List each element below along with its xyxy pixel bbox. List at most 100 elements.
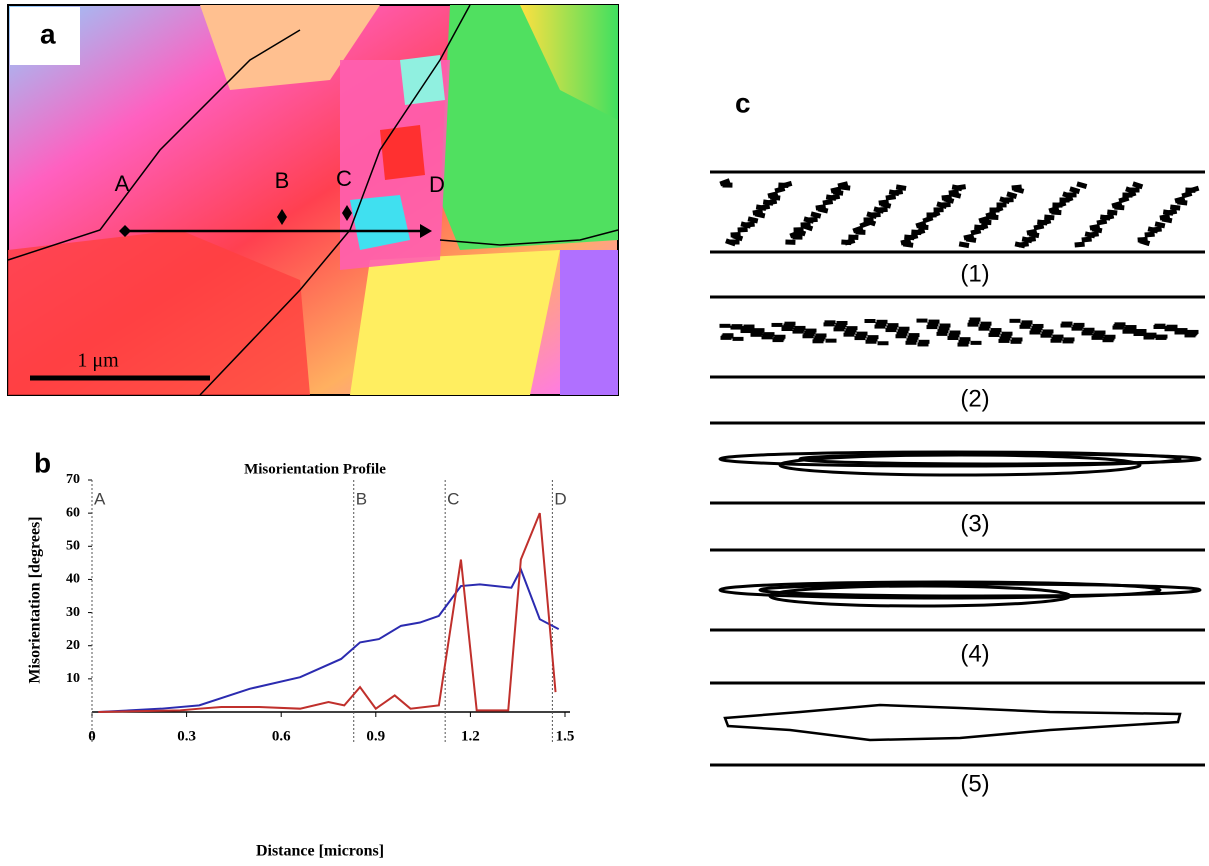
particle [774, 186, 786, 194]
panel-label: b [34, 447, 51, 478]
particle [815, 333, 827, 338]
particle [1151, 226, 1162, 233]
particle [1013, 186, 1025, 194]
particle [774, 334, 786, 339]
particle [870, 212, 881, 218]
particle [908, 333, 920, 338]
particle [781, 180, 793, 189]
particle [916, 318, 928, 323]
particle [887, 323, 899, 328]
point-label: B [275, 168, 290, 193]
x-tick-label: 1.2 [461, 728, 480, 744]
particle [836, 320, 848, 325]
particle [1006, 191, 1018, 199]
particle [829, 193, 841, 201]
particle [970, 228, 982, 236]
particle [970, 340, 982, 345]
particle [1104, 334, 1116, 339]
particle [1032, 323, 1044, 328]
particle [902, 241, 914, 248]
particle [1154, 323, 1166, 328]
particle [1018, 241, 1029, 248]
particle [959, 337, 971, 342]
y-tick-label: 40 [66, 572, 80, 587]
point-label: C [336, 166, 352, 191]
y-tick-label: 60 [66, 505, 80, 520]
particle [743, 324, 755, 329]
x-axis-label: Distance [microns] [256, 843, 384, 860]
particle [1156, 334, 1168, 339]
orientation-map [7, 4, 619, 396]
particle [977, 223, 989, 231]
particle [1033, 223, 1045, 231]
particle [885, 194, 897, 201]
particle [877, 341, 889, 346]
particle [1125, 325, 1137, 330]
particle [958, 241, 970, 249]
particle [1003, 197, 1014, 203]
particle [1009, 318, 1021, 323]
particle [792, 234, 803, 240]
particle [1083, 327, 1095, 332]
particle [817, 206, 829, 214]
particle [763, 332, 775, 337]
particle [1081, 236, 1092, 243]
particle [1088, 231, 1099, 238]
particle [1001, 331, 1013, 336]
particle [795, 228, 807, 237]
particle [731, 324, 743, 329]
particle [950, 191, 962, 199]
particle [805, 328, 817, 333]
particle [1176, 328, 1188, 333]
particle [802, 223, 814, 232]
particle [867, 335, 879, 340]
particle [1042, 329, 1054, 334]
point-label: D [429, 172, 445, 197]
x-tick-label: 0.6 [272, 728, 291, 744]
particle [929, 210, 941, 219]
marker-label: A [94, 489, 106, 508]
panel-label: c [735, 87, 751, 118]
particle [1145, 332, 1157, 337]
marker-label: D [554, 489, 566, 508]
particle [822, 199, 834, 206]
particle [1132, 181, 1144, 190]
particle [839, 184, 851, 191]
stage-label: (3) [960, 510, 989, 537]
particle [1125, 190, 1137, 199]
line [98, 512, 557, 713]
particle [1052, 334, 1064, 339]
particle [719, 323, 731, 328]
particle [992, 205, 1004, 214]
stage-label: (2) [960, 385, 989, 412]
particle [1096, 218, 1108, 226]
particle [1139, 238, 1151, 247]
particle [1062, 195, 1074, 204]
particle [1118, 195, 1130, 204]
particle [1074, 241, 1085, 248]
y-tick-label: 70 [66, 472, 80, 487]
particle [988, 214, 999, 220]
particle [980, 321, 992, 326]
particle [880, 201, 892, 209]
y-tick-label: 30 [66, 605, 80, 620]
particle [1103, 213, 1115, 221]
marker-label: C [447, 489, 459, 508]
particle [732, 336, 744, 341]
deformation-diagram [710, 170, 1205, 767]
particle [722, 333, 734, 338]
particle [732, 233, 744, 242]
particle [855, 229, 866, 235]
marker-label: B [356, 489, 367, 508]
point-label: A [115, 171, 130, 196]
particle [1188, 185, 1200, 194]
particle [943, 196, 955, 204]
particle [877, 206, 888, 213]
particle [969, 317, 981, 322]
particle [729, 239, 740, 245]
y-tick-label: 10 [66, 671, 80, 686]
particle [1135, 329, 1147, 334]
particle [1055, 200, 1067, 209]
particle [1166, 208, 1178, 216]
particle [824, 320, 836, 325]
